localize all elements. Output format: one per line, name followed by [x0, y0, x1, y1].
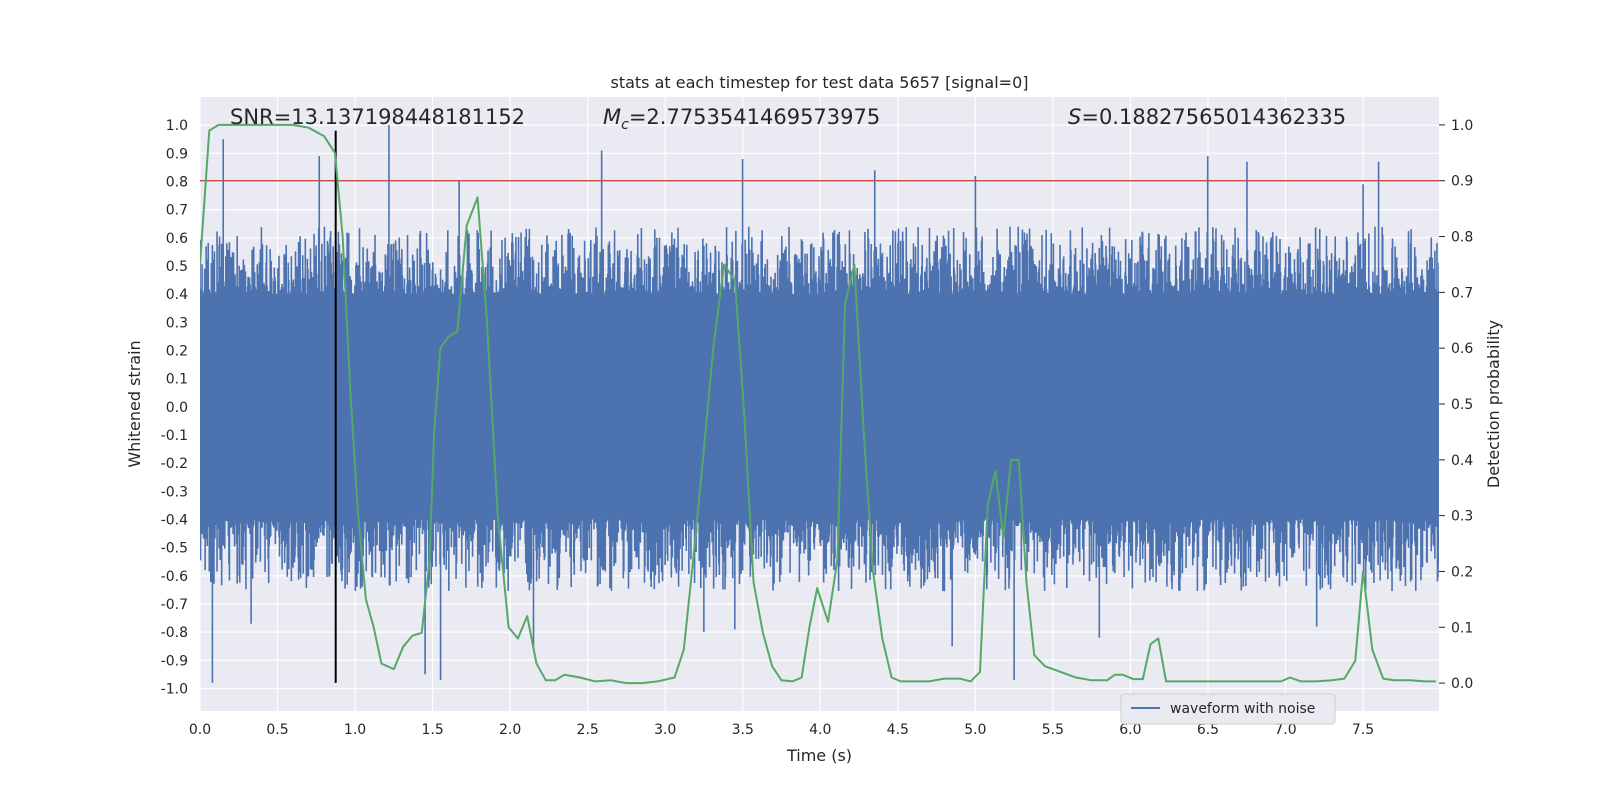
- y-left-tick-label: 0.2: [166, 343, 188, 359]
- y-left-tick-label: 0.9: [166, 146, 188, 162]
- y-left-tick-label: -1.0: [161, 681, 188, 697]
- y-left-tick-label: 0.1: [166, 372, 188, 388]
- y-axis-right-ticks: 0.0 0.1 0.2 0.3 0.4 0.5 0.6 0.7 0.8 0.9 1.0: [1439, 118, 1473, 692]
- y-right-tick-label: 0.5: [1451, 397, 1473, 413]
- x-tick-label: 6.0: [1119, 722, 1141, 738]
- y-left-tick-label: -0.2: [161, 456, 188, 472]
- y-right-tick-label: 0.0: [1451, 676, 1473, 692]
- y-left-tick-label: 0.8: [166, 174, 188, 190]
- chirp-mass-symbol: M: [603, 105, 621, 129]
- x-tick-label: 2.5: [577, 722, 599, 738]
- y-left-tick-label: 1.0: [166, 118, 188, 134]
- legend: waveform with noise: [1120, 693, 1336, 725]
- y-axis-right-label: Detection probability: [1484, 320, 1503, 488]
- y-right-tick-label: 0.9: [1451, 174, 1473, 190]
- x-tick-label: 6.5: [1197, 722, 1219, 738]
- y-left-tick-label: -0.4: [161, 512, 188, 528]
- y-right-tick-label: 0.8: [1451, 230, 1473, 246]
- x-axis-label: Time (s): [786, 746, 852, 765]
- x-tick-label: 7.5: [1352, 722, 1374, 738]
- x-tick-label: 4.5: [887, 722, 909, 738]
- y-left-tick-label: -0.8: [161, 625, 188, 641]
- chart-title: stats at each timestep for test data 565…: [610, 73, 1028, 92]
- s-annotation: S=0.18827565014362335: [1068, 105, 1346, 129]
- y-right-tick-label: 0.2: [1451, 564, 1473, 580]
- x-tick-label: 5.0: [964, 722, 986, 738]
- y-left-tick-label: 0.6: [166, 231, 188, 247]
- y-left-tick-label: 0.7: [166, 203, 188, 219]
- legend-box: [1120, 693, 1336, 725]
- y-right-tick-label: 0.7: [1451, 285, 1473, 301]
- y-axis-left-ticks: -1.0 -0.9 -0.8 -0.7 -0.6 -0.5 -0.4 -0.3 -0.2 -0.1…: [161, 118, 188, 697]
- x-tick-label: 1.0: [344, 722, 366, 738]
- x-tick-label: 5.5: [1042, 722, 1064, 738]
- x-tick-label: 7.0: [1274, 722, 1296, 738]
- legend-entry: waveform with noise: [1170, 701, 1315, 717]
- waveform-trace: [200, 125, 1439, 683]
- s-value: =0.18827565014362335: [1081, 105, 1346, 129]
- y-left-tick-label: -0.1: [161, 428, 188, 444]
- y-axis-left-label: Whitened strain: [125, 340, 144, 467]
- x-tick-label: 0.5: [266, 722, 288, 738]
- y-right-tick-label: 0.3: [1451, 509, 1473, 525]
- overlay-layer: [200, 123, 1439, 685]
- y-left-tick-label: 0.4: [166, 287, 188, 303]
- y-left-tick-label: -0.3: [161, 484, 188, 500]
- waveform-series: [200, 125, 1439, 683]
- x-tick-label: 1.5: [421, 722, 443, 738]
- y-right-tick-label: 1.0: [1451, 118, 1473, 134]
- y-left-tick-label: -0.9: [161, 653, 188, 669]
- chirp-mass-value: =2.7753541469573975: [629, 105, 880, 129]
- x-tick-label: 3.0: [654, 722, 676, 738]
- s-symbol: S: [1068, 105, 1081, 129]
- chirp-mass-subscript: c: [621, 117, 629, 133]
- y-left-tick-label: -0.5: [161, 541, 188, 557]
- x-axis-ticks: 0.0 0.5 1.0 1.5 2.0 2.5 3.0 3.5 4.0 4.5 5.0 5.5 6.0 6…: [189, 722, 1374, 738]
- x-tick-label: 4.0: [809, 722, 831, 738]
- detection-probability-line: [200, 123, 1436, 685]
- y-left-tick-label: -0.7: [161, 597, 188, 613]
- y-left-tick-label: 0.5: [166, 259, 188, 275]
- chirp-mass-annotation: Mc=2.7753541469573975: [603, 105, 880, 133]
- y-right-tick-label: 0.4: [1451, 453, 1473, 469]
- y-right-tick-label: 0.1: [1451, 620, 1473, 636]
- y-left-tick-label: 0.3: [166, 315, 188, 331]
- x-tick-label: 2.0: [499, 722, 521, 738]
- x-tick-label: 0.0: [189, 722, 211, 738]
- y-left-tick-label: 0.0: [166, 400, 188, 416]
- y-right-tick-label: 0.6: [1451, 341, 1473, 357]
- snr-annotation: SNR=13.137198448181152: [230, 105, 525, 129]
- x-tick-label: 3.5: [732, 722, 754, 738]
- y-left-tick-label: -0.6: [161, 569, 188, 585]
